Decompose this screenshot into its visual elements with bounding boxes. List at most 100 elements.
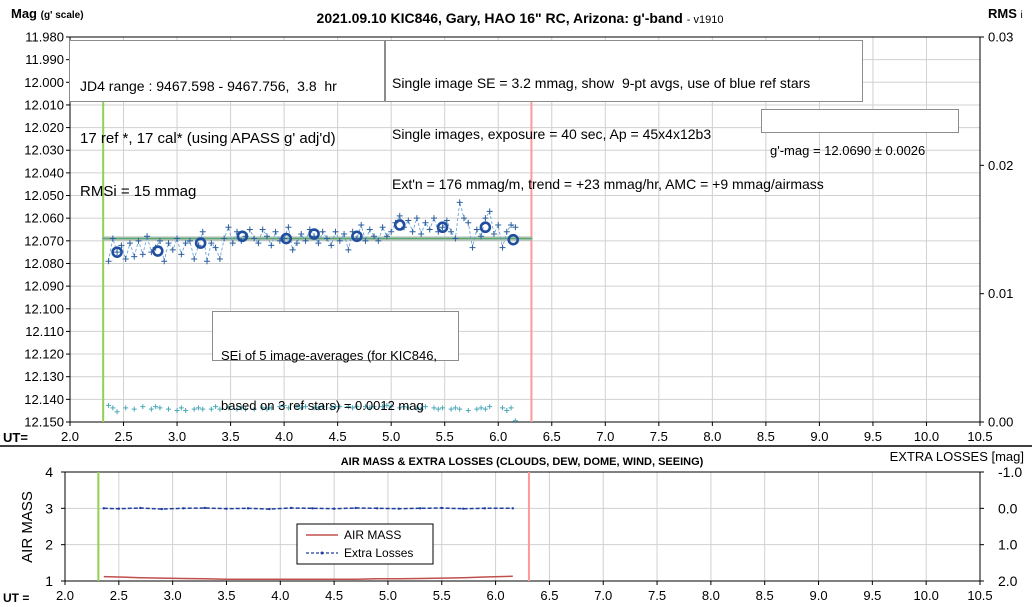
top-ytick-label: 11.980 [25,30,64,45]
top-y2tick-label: 0.01 [988,286,1013,301]
top-rms-point [367,405,373,411]
top-xtick-label: 10.0 [914,429,939,444]
top-single-point [332,228,339,235]
extra-losses-point [102,507,105,510]
top-ytick-label: 12.090 [24,279,64,294]
top-rms-point [320,404,326,410]
top-single-point [216,255,223,262]
extra-losses-point [375,507,379,510]
top-rms-point [195,405,201,411]
top-single-point [251,235,258,242]
top-rms-point [174,407,180,413]
top-single-point [272,228,279,235]
top-rms-point [153,404,159,410]
top-rms-point [345,404,351,410]
top-ytick-label: 12.040 [24,165,64,180]
top-xtick-label: 3.0 [168,429,186,444]
info-line-2: 17 ref *, 17 cal* (using APASS g' adj'd) [80,130,336,147]
sei-line-2: based on 3 ref stars) = 0.0012 mag [221,398,424,413]
top-rms-point [268,405,274,411]
info-box-left: JD4 range : 9467.598 - 9467.756, 3.8 hr … [69,40,385,200]
top-rms-point [448,406,454,412]
gmag-value: g'-mag = 12.0690 ± 0.0026 [770,143,926,158]
info-line-right-1: Single image SE = 3.2 mmag, show 9-pt av… [392,75,811,91]
extra-losses-point [397,507,400,510]
top-single-point [126,240,133,247]
top-xtick-label: 5.5 [436,429,454,444]
top-xtick-label: 4.0 [275,429,293,444]
bottom-ytick-label: 3 [45,500,53,516]
top-single-point [186,237,193,244]
extra-losses-point [160,507,164,511]
top-rms-point [512,418,518,424]
top-single-point [169,246,176,253]
top-single-point [345,246,352,253]
bottom-y-axis-label: AIR MASS [19,491,36,563]
top-ytick-label: 12.070 [24,233,64,248]
bottom-xtick-label: 2.0 [56,588,74,603]
top-single-point [105,258,112,265]
top-rms-point [478,405,484,411]
top-single-point [375,237,382,244]
top-rms-point [474,406,480,412]
top-single-point [298,231,305,238]
extra-losses-line [103,507,513,510]
bottom-xtick-label: 10.5 [967,588,992,603]
top-single-point [508,221,515,228]
legend-extra-losses-marker [320,551,324,555]
top-rms-point [371,404,377,410]
top-rms-point [431,405,437,411]
bottom-xtick-label: 8.5 [756,588,774,603]
top-rms-point [384,402,390,408]
bottom-xtick-label: 5.5 [433,588,451,603]
top-single-point [229,240,236,247]
top-rms-point [303,404,309,410]
top-single-point [191,255,198,262]
top-rms-point [397,405,403,411]
bottom-xtick-label: 5.0 [379,588,397,603]
top-rms-point [380,404,386,410]
extra-losses-point [511,507,515,510]
bottom-xtick-label: 8.0 [702,588,720,603]
top-single-point [178,251,185,258]
top-single-point [469,244,476,251]
top-rms-point [131,406,137,412]
top-single-point [362,237,369,244]
top-avg-point [236,230,249,243]
top-rms-point [277,404,283,410]
top-ytick-label: 12.060 [24,211,64,226]
top-single-point [405,217,412,224]
legend-extra-losses-label: Extra Losses [344,546,413,560]
top-rms-point [264,406,270,412]
bottom-xtick-label: 3.0 [164,588,182,603]
bottom-xtick-label: 7.0 [594,588,612,603]
top-avg-point [436,221,449,234]
top-avg-point [308,228,320,240]
top-avg-point [151,245,164,257]
top-ytick-label: 12.030 [24,143,64,158]
top-rms-point [487,404,493,410]
top-ytick-label: 12.130 [24,369,64,384]
top-ytick-label: 12.140 [24,392,64,407]
top-rms-point [333,404,339,410]
top-rms-point [208,406,214,412]
bottom-xtick-label: 4.5 [325,588,343,603]
top-ytick-label: 12.100 [24,301,64,316]
top-single-point [443,217,450,224]
top-single-point [486,208,493,215]
bottom-ytick-label: 1 [45,573,53,589]
top-single-point [156,237,163,244]
top-avg-point [479,221,492,234]
info-line-right-3: Ext'n = 176 mmag/m, trend = +23 mmag/hr,… [392,176,824,192]
top-ytick-label: 12.050 [24,188,64,203]
top-xtick-label: 8.5 [757,429,775,444]
top-rms-point [243,406,249,412]
top-single-point [114,249,121,256]
top-single-point [174,235,181,242]
bottom-y2tick-label: -1.0 [998,464,1022,480]
top-rms-point [435,406,441,412]
top-single-point [139,251,146,258]
top-xtick-label: 4.5 [329,429,347,444]
top-single-point [499,244,506,251]
top-rms-point [440,405,446,411]
